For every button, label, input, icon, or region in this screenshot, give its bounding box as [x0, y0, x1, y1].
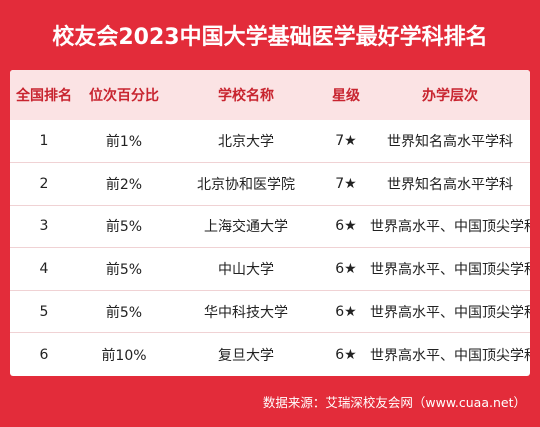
rank-cell: 2	[39, 175, 49, 192]
percentile-cell: 前2%	[105, 176, 143, 193]
percentile-cell: 前5%	[105, 304, 143, 321]
stars-cell: 6★	[335, 261, 357, 278]
table-header-row: 全国排名 位次百分比 学校名称 星级 办学层次	[10, 70, 530, 120]
page-title: 校友会2023中国大学基础医学最好学科排名	[52, 25, 488, 50]
ranking-table-panel: 全国排名 位次百分比 学校名称 星级 办学层次 1 前1% 北京大学 7★ 世界…	[10, 70, 530, 376]
level-cell: 世界知名高水平学科	[387, 134, 513, 151]
rank-cell: 1	[39, 133, 49, 150]
rank-cell: 4	[39, 261, 49, 278]
stars-cell: 6★	[335, 218, 357, 235]
level-cell: 世界知名高水平学科	[387, 176, 513, 193]
school-cell: 复旦大学	[218, 347, 274, 364]
rank-cell: 6	[39, 346, 49, 363]
school-cell: 北京协和医学院	[197, 176, 295, 193]
percentile-cell: 前5%	[105, 219, 143, 236]
header-level: 办学层次	[422, 88, 478, 104]
table-row: 6 前10% 复旦大学 6★ 世界高水平、中国顶尖学科	[10, 332, 530, 376]
header-rank: 全国排名	[16, 88, 72, 104]
stars-cell: 7★	[335, 175, 357, 192]
school-cell: 华中科技大学	[204, 304, 288, 321]
table-row: 3 前5% 上海交通大学 6★ 世界高水平、中国顶尖学科	[10, 205, 530, 248]
header-stars: 星级	[332, 88, 360, 104]
table-row: 5 前5% 华中科技大学 6★ 世界高水平、中国顶尖学科	[10, 290, 530, 333]
school-cell: 北京大学	[218, 134, 274, 151]
rank-cell: 5	[39, 303, 49, 320]
header-school: 学校名称	[218, 88, 274, 104]
level-cell: 世界高水平、中国顶尖学科	[370, 347, 530, 364]
ranking-table: 全国排名 位次百分比 学校名称 星级 办学层次 1 前1% 北京大学 7★ 世界…	[10, 70, 530, 376]
data-source-note: 数据来源：艾瑞深校友会网（www.cuaa.net）	[262, 395, 526, 410]
percentile-cell: 前10%	[101, 347, 147, 364]
level-cell: 世界高水平、中国顶尖学科	[370, 304, 530, 321]
table-row: 2 前2% 北京协和医学院 7★ 世界知名高水平学科	[10, 162, 530, 206]
header-percentile: 位次百分比	[89, 88, 159, 104]
stars-cell: 6★	[335, 346, 357, 363]
stars-cell: 6★	[335, 303, 357, 320]
table-row: 4 前5% 中山大学 6★ 世界高水平、中国顶尖学科	[10, 247, 530, 291]
stars-cell: 7★	[335, 133, 357, 150]
level-cell: 世界高水平、中国顶尖学科	[370, 219, 530, 236]
rank-cell: 3	[39, 218, 49, 235]
percentile-cell: 前1%	[105, 134, 143, 151]
table-row: 1 前1% 北京大学 7★ 世界知名高水平学科	[10, 120, 530, 163]
school-cell: 上海交通大学	[204, 219, 288, 236]
school-cell: 中山大学	[218, 262, 274, 279]
level-cell: 世界高水平、中国顶尖学科	[370, 262, 530, 279]
percentile-cell: 前5%	[105, 262, 143, 279]
